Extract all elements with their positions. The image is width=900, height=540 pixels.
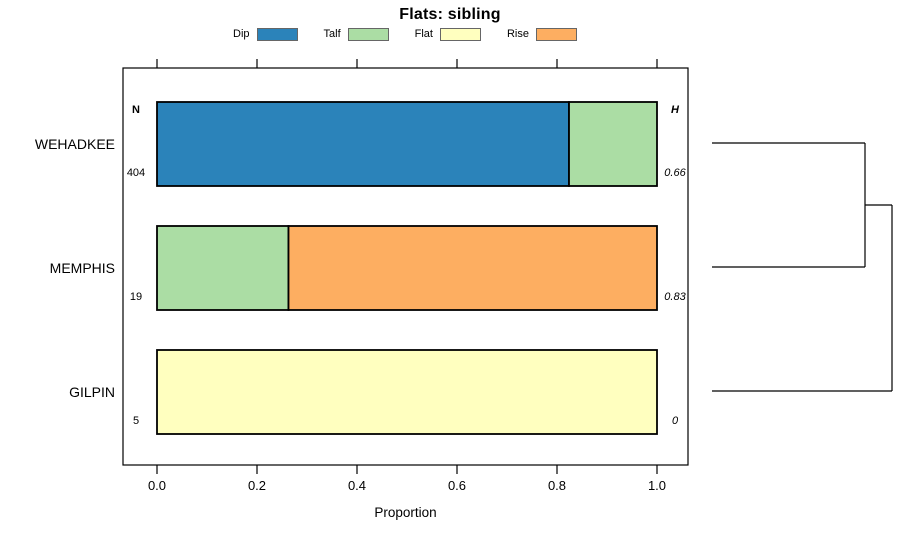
legend-swatch-talf [347,27,389,41]
legend-label-rise: Rise [506,28,529,40]
h-value-wehadkee: 0.66 [664,167,686,179]
x-tick-label: 0.0 [147,478,167,493]
bar-segment-wehadkee-talf [568,101,658,187]
bar-segment-gilpin-flat [156,349,658,435]
n-value-gilpin: 5 [132,415,140,427]
legend-item-rise: Rise [506,27,577,41]
column-header-h: H [671,104,679,116]
legend-item-talf: Talf [323,27,389,41]
chart-title: Flats: sibling [399,6,501,23]
legend-item-flat: Flat [414,27,481,41]
x-tick-label: 0.6 [447,478,467,493]
bar-segment-memphis-talf [156,225,290,311]
column-header-n: N [132,104,140,116]
row-label-wehadkee: WEHADKEE [34,136,115,152]
bar-segment-memphis-rise [287,225,658,311]
x-tick-label: 0.8 [547,478,567,493]
x-tick-label: 0.2 [247,478,267,493]
legend-label-dip: Dip [233,28,250,40]
x-tick-label: 1.0 [647,478,667,493]
legend-item-dip: Dip [233,27,298,41]
h-value-gilpin: 0 [671,415,679,427]
row-label-gilpin: GILPIN [69,384,115,400]
legend-swatch-dip [256,27,298,41]
x-axis-title: Proportion [374,505,437,520]
legend-label-flat: Flat [414,28,433,40]
n-value-memphis: 19 [129,291,143,303]
legend-swatch-rise [536,27,577,41]
legend-swatch-flat [439,27,481,41]
h-value-memphis: 0.83 [664,291,686,303]
legend: Dip Talf Flat Rise [0,26,810,42]
x-tick-label: 0.4 [347,478,367,493]
legend-label-talf: Talf [323,28,341,40]
n-value-wehadkee: 404 [126,167,146,179]
bar-segment-wehadkee-dip [156,101,570,187]
plot-box [122,67,689,466]
row-label-memphis: MEMPHIS [49,260,115,276]
